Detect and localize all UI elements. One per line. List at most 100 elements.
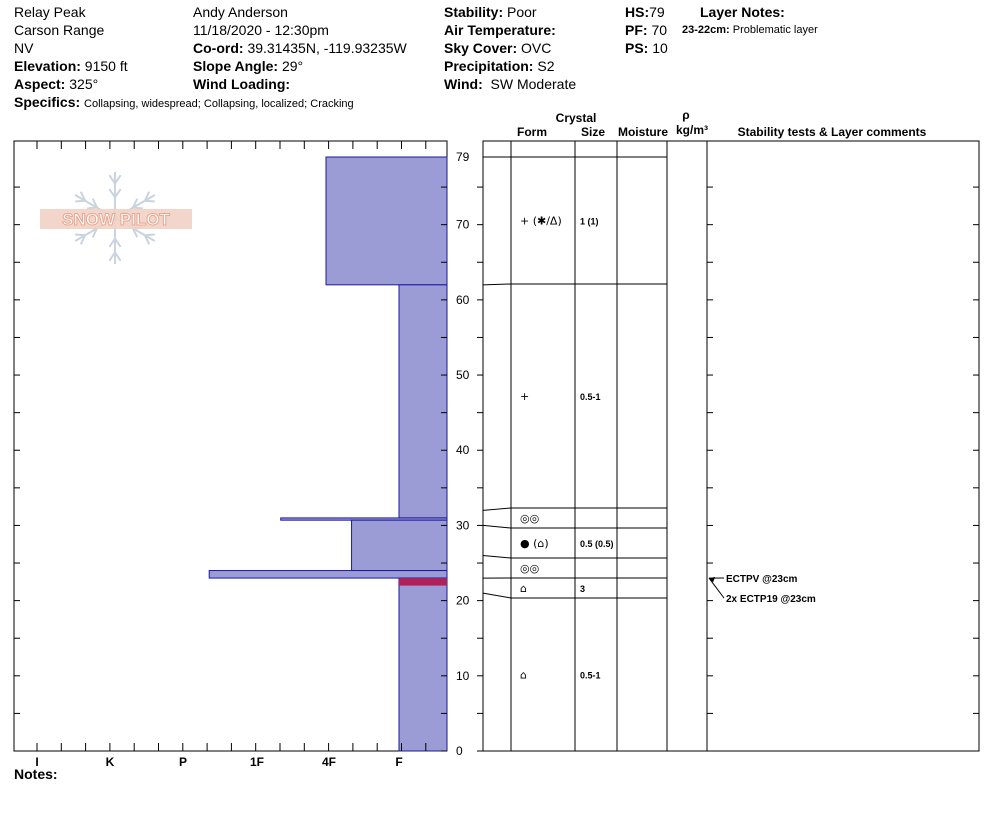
height-tick-label: 70 <box>456 218 470 232</box>
sky-label: Sky Cover: <box>444 40 518 56</box>
grain-form-symbol: ◎◎ <box>520 512 539 525</box>
grain-form-symbol: ● (⌂) <box>520 537 549 550</box>
test-arrow-line <box>708 577 725 599</box>
snowflake-branch <box>144 233 155 237</box>
layer-notes-label: Layer Notes: <box>700 4 785 20</box>
test-arrow-head <box>709 577 715 583</box>
snowflake-branch <box>114 238 122 248</box>
logo-text: SNOW PILOT <box>62 210 170 229</box>
hardness-bar <box>398 577 448 752</box>
hardness-tick-label: P <box>179 755 187 769</box>
aspect-field: Aspect: 325° <box>14 75 98 93</box>
snowflake-branch <box>108 238 116 248</box>
snowflake-branch <box>144 199 155 203</box>
grain-size-value: 0.5 (0.5) <box>580 539 614 549</box>
range-name: Carson Range <box>14 22 105 38</box>
snowflake-branch <box>91 227 98 238</box>
snowflake-branch <box>75 233 86 237</box>
grain-form-symbol: ⌂ <box>520 582 527 595</box>
density-unit-header: kg/m³ <box>676 123 708 137</box>
air-temp-label: Air Temperature: <box>444 22 556 38</box>
hardness-tick-label: F <box>395 755 402 769</box>
layer-connector <box>482 524 512 529</box>
pf-value: 70 <box>651 22 668 38</box>
layer-table-frame <box>482 140 980 752</box>
snowflake-branch <box>79 191 87 202</box>
observation-datetime: 11/18/2020 - 12:30pm <box>193 22 329 38</box>
stability-label: Stability: <box>444 4 504 20</box>
snowflake-branch <box>91 198 98 209</box>
ps-value: 10 <box>652 40 668 56</box>
height-tick-label: 50 <box>456 368 470 382</box>
stability-value: Poor <box>507 4 537 20</box>
layer-note-range: 23-22cm: <box>682 24 730 36</box>
crystal-header: Crystal <box>556 111 597 125</box>
specifics-value: Collapsing, widespread; Collapsing, loca… <box>84 98 354 110</box>
precip-value: S2 <box>537 58 555 74</box>
grain-size-value: 0.5-1 <box>580 671 601 681</box>
precip-field: Precipitation: S2 <box>444 57 554 75</box>
layer-note-text: Problematic layer <box>732 24 818 36</box>
ps-field: PS: 10 <box>625 39 668 57</box>
coord-field: Co-ord: 39.31435N, -119.93235W <box>193 39 407 57</box>
height-tick-label: 30 <box>456 518 470 532</box>
elevation-label: Elevation: <box>14 58 81 74</box>
air-temp-field: Air Temperature: <box>444 21 556 39</box>
state-name: NV <box>14 40 34 56</box>
snowflake-branch <box>143 234 151 245</box>
hardness-bar <box>398 284 448 519</box>
ps-label: PS: <box>625 40 649 56</box>
rho-header: ρ <box>682 108 689 122</box>
grain-size-value: 3 <box>580 584 585 594</box>
coord-value: 39.31435N, -119.93235W <box>247 40 407 56</box>
location-name: Relay Peak <box>14 4 86 20</box>
moisture-header: Moisture <box>618 125 668 139</box>
snowflake-branch <box>143 191 151 202</box>
pf-label: PF: <box>625 22 648 38</box>
layer-connector <box>482 283 512 286</box>
precip-label: Precipitation: <box>444 58 534 74</box>
notes-label: Notes: <box>14 766 58 782</box>
wind-label: Wind: <box>444 76 483 92</box>
wind-loading-field: Wind Loading: <box>193 75 290 93</box>
specifics-field: Specifics: Collapsing, widespread; Colla… <box>14 93 354 113</box>
pf-field: PF: 70 <box>625 21 667 39</box>
slope-field: Slope Angle: 29° <box>193 57 303 75</box>
layer-notes-title: Layer Notes: <box>700 3 785 21</box>
snowflake-branch <box>132 227 139 238</box>
aspect-label: Aspect: <box>14 76 66 92</box>
problem-layer-marker <box>399 578 447 586</box>
hardness-bar <box>351 519 448 572</box>
form-header: Form <box>517 125 547 139</box>
snowflake-branch <box>79 234 87 245</box>
snowflake-branch <box>114 174 122 185</box>
grain-size-value: 1 (1) <box>580 217 599 227</box>
aspect-value: 325° <box>69 76 99 92</box>
layer-connector <box>482 555 512 559</box>
layer-note-entry: 23-22cm: Problematic layer <box>682 21 818 39</box>
snowflake-branch <box>75 199 86 203</box>
hs-field: HS:79 <box>625 3 665 21</box>
grain-size-value: 0.5-1 <box>580 392 601 402</box>
height-tick-label: 0 <box>456 744 463 758</box>
elevation-field: Elevation: 9150 ft <box>14 57 128 75</box>
layer-connector <box>482 592 512 599</box>
slope-value: 29° <box>281 58 304 74</box>
layer-connector <box>482 507 512 511</box>
grain-form-symbol: + <box>520 390 529 403</box>
hardness-tick-label: I <box>35 755 38 769</box>
observer-name: Andy Anderson <box>193 4 288 20</box>
logo-banner <box>40 209 192 229</box>
snowflake-branch <box>114 251 122 262</box>
sky-field: Sky Cover: OVC <box>444 39 551 57</box>
hardness-tick-label: K <box>106 755 115 769</box>
stability-test-text: ECTPV @23cm <box>726 574 798 585</box>
hs-value: 79 <box>649 4 665 20</box>
snowflake-branch <box>87 206 98 210</box>
grain-form-symbol: + (✱/Δ) <box>520 215 562 228</box>
elevation-value: 9150 ft <box>84 58 128 74</box>
hardness-bar <box>325 156 448 286</box>
hs-label: HS: <box>625 4 650 20</box>
snowflake-branch <box>108 174 116 185</box>
snowflake-branch <box>114 188 122 198</box>
